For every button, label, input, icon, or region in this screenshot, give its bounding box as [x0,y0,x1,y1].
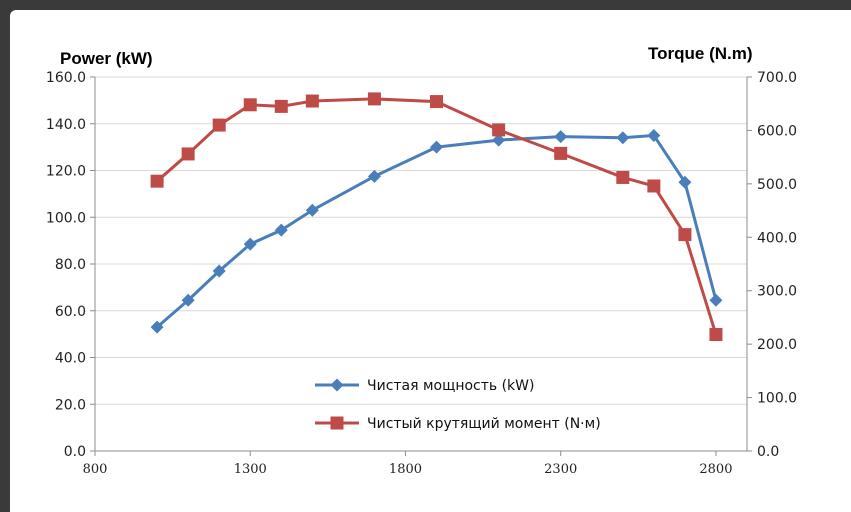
y-right-tick-label: 200.0 [757,337,797,353]
torque-point [492,123,506,137]
legend-power-marker [330,378,344,392]
torque-point [181,147,195,161]
power-point [647,128,661,142]
torque-point [616,170,630,184]
torque-point [647,179,661,193]
torque-point [212,118,226,132]
x-tick-label: 1300 [234,462,267,477]
power-point [212,264,226,278]
power-point [678,175,692,189]
power-point [367,169,381,183]
power-point [181,293,195,307]
y-left-tick-label: 160.0 [46,70,86,86]
y-right-axis-title: Torque (N.m) [648,44,753,63]
x-tick-label: 800 [83,462,108,477]
y-left-axis-title: Power (kW) [60,49,153,68]
y-left-tick-label: 140.0 [46,117,86,133]
power-point [305,203,319,217]
y-right-tick-label: 500.0 [757,177,797,193]
power-point [274,223,288,237]
legend-power-label: Чистая мощность (kW) [367,378,534,394]
y-right-tick-label: 0.0 [757,444,779,460]
legend-torque-marker [330,416,344,430]
x-tick-label: 2300 [544,462,577,477]
legend-torque-label: Чистый крутящий момент (N·м) [367,416,601,432]
torque-point [243,98,257,112]
x-tick-label: 1800 [389,462,422,477]
torque-line [156,97,718,335]
gridlines [95,76,747,405]
torque-point [709,328,723,342]
chart-panel: 0.0 20.0 40.0 60.0 80.0 100.0 120.0 140.0 160.0 0… [10,10,851,512]
y-left-tick-label: 80.0 [55,257,86,273]
torque-point [554,146,568,160]
y-right-tick-label: 600.0 [757,123,797,139]
y-right-tick-label: 400.0 [757,230,797,246]
power-torque-chart: 0.0 20.0 40.0 60.0 80.0 100.0 120.0 140.0 160.0 0… [46,44,797,477]
y-left-tick-label: 0.0 [64,444,86,460]
torque-point [305,94,319,108]
power-point [554,130,568,144]
y-left-tick-label: 100.0 [46,210,86,226]
torque-point [430,95,444,109]
power-line [156,133,718,329]
y-right-tick-label: 300.0 [757,284,797,300]
y-left-tick-label: 60.0 [55,304,86,320]
y-left-tick-label: 40.0 [55,351,86,367]
torque-point [150,174,164,188]
power-point [492,133,506,147]
torque-point [678,228,692,242]
power-point [243,237,257,251]
axes [90,76,752,456]
legend: Чистая мощность (kW) Чистый крутящий моме… [315,378,601,432]
tick-labels: 0.0 20.0 40.0 60.0 80.0 100.0 120.0 140.0 160.0 0… [46,70,797,477]
power-point [150,320,164,334]
torque-point [367,92,381,106]
power-series [150,128,723,334]
y-right-tick-label: 100.0 [757,391,797,407]
torque-series [150,92,723,342]
torque-point [274,99,288,113]
x-tick-label: 2800 [699,462,732,477]
power-point [616,131,630,145]
power-point [709,293,723,307]
series-layer [150,92,723,342]
power-point [430,140,444,154]
y-right-tick-label: 700.0 [757,70,797,86]
y-left-tick-label: 20.0 [55,397,86,413]
y-left-tick-label: 120.0 [46,164,86,180]
